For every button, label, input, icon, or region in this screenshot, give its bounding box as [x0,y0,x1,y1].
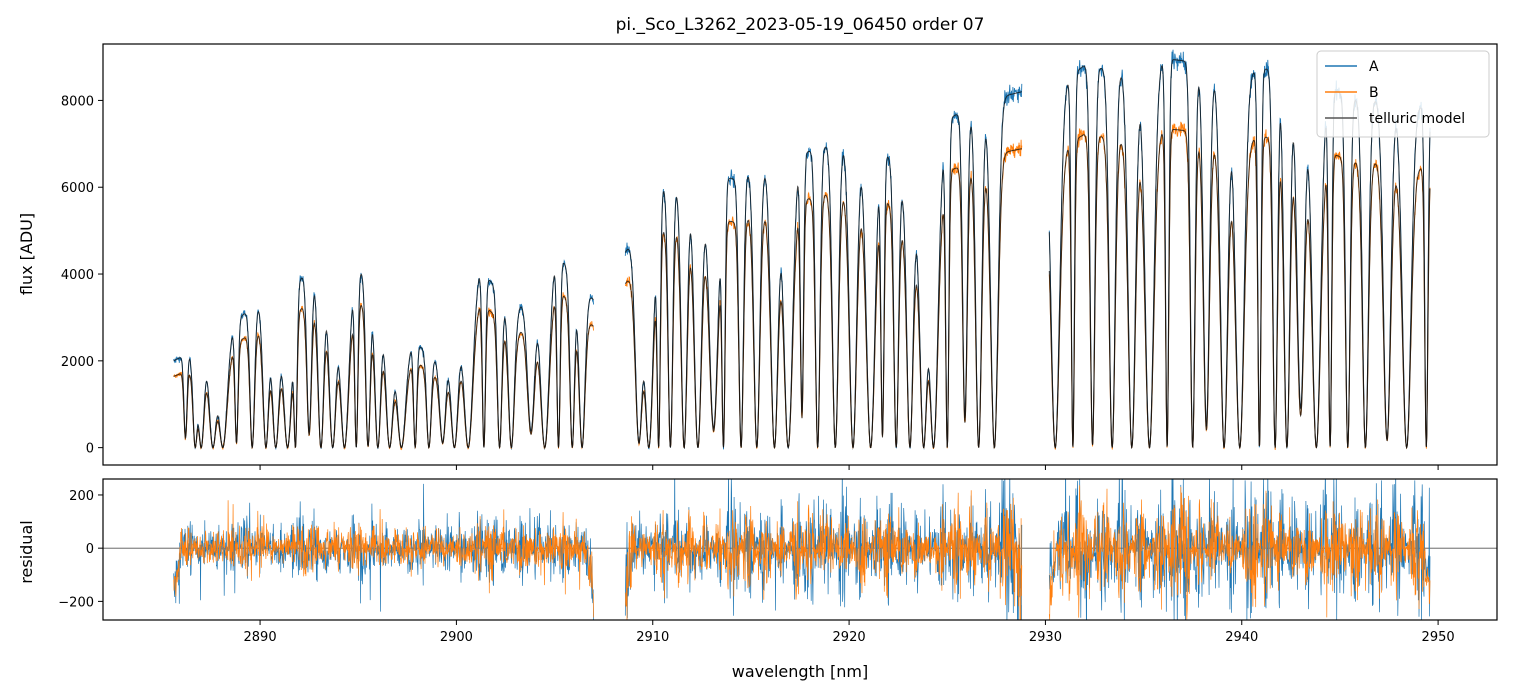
chart-title: pi._Sco_L3262_2023-05-19_06450 order 07 [616,15,985,35]
residual-b-line-segment-2 [624,490,1023,620]
residual-panel: −200 0 200 2890 2900 2910 2920 2930 2940 2950 re… [17,478,1498,681]
legend-label-b: B [1369,85,1379,101]
x-tick-label: 2890 [244,630,277,645]
x-tick-label: 2910 [636,630,669,645]
flux-y-tick-label: 6000 [61,181,94,196]
residual-b-line-segment-3 [1048,485,1431,620]
flux-y-tick-label: 4000 [61,268,94,283]
residual-y-tick-label: 0 [86,542,94,557]
telluric-model-line-4 [624,148,1022,449]
x-tick-label: 2920 [833,630,866,645]
x-tick-label: 2900 [440,630,473,645]
telluric-model-line-2 [173,295,594,450]
residual-plot-frame [102,478,1498,621]
telluric-model-line-6 [1048,129,1431,450]
flux-y-tick-label: 8000 [61,94,94,109]
telluric-model-line-3 [624,91,1022,450]
flux-y-tick-label: 0 [86,442,94,457]
y-axis-label-residual: residual [17,520,36,583]
telluric-model-line-1 [173,262,594,450]
flux-y-tick-label: 2000 [61,355,94,370]
legend-box [1316,50,1490,138]
residual-y-tick-label: −200 [58,595,94,610]
x-tick-label: 2930 [1029,630,1062,645]
legend-label-a: A [1369,59,1379,75]
x-tick-label: 2940 [1225,630,1258,645]
residual-b-line-segment-1 [173,500,594,618]
flux-plot-frame [102,43,1498,466]
flux-panel: 0 2000 4000 6000 8000 flux [ADU] A B telluri… [17,43,1498,470]
legend-label-telluric: telluric model [1369,111,1465,127]
residual-y-tick-label: 200 [69,489,94,504]
legend: A B telluric model [1316,50,1490,138]
y-axis-label-flux: flux [ADU] [17,213,36,295]
x-axis-label: wavelength [nm] [732,662,869,681]
x-tick-label: 2950 [1422,630,1455,645]
